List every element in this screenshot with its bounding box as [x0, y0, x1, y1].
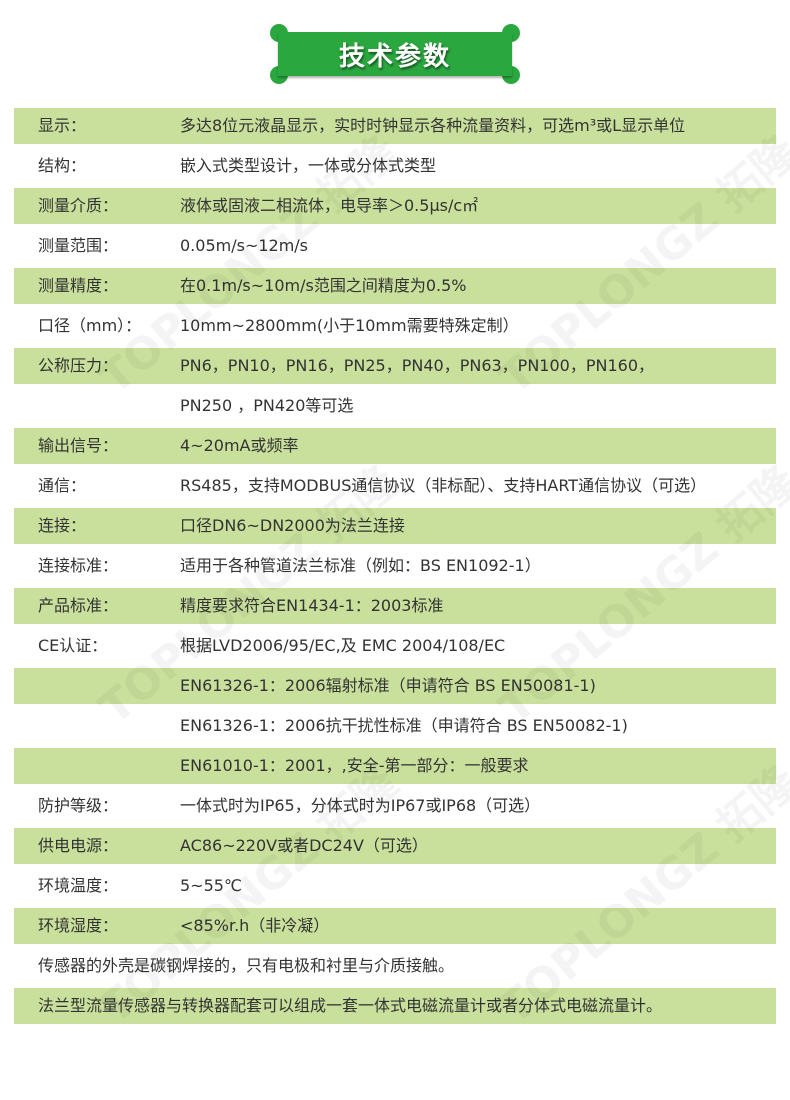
spec-row: EN61326-1：2006辐射标准（申请符合 BS EN50081-1)	[14, 666, 776, 706]
spec-value: 0.05m/s~12m/s	[180, 236, 309, 255]
spec-label: 测量精度：	[38, 276, 119, 295]
spec-value: 口径DN6~DN2000为法兰连接	[180, 516, 405, 535]
spec-row: EN61326-1：2006抗干扰性标准（申请符合 BS EN50082-1)	[14, 706, 776, 746]
spec-label: 环境温度：	[38, 876, 119, 895]
spec-row: 环境温度： 5~55℃	[14, 866, 776, 906]
spec-value: 一体式时为IP65，分体式时为IP67或IP68（可选）	[180, 796, 541, 815]
spec-value: 根据LVD2006/95/EC,及 EMC 2004/108/EC	[180, 636, 506, 655]
spec-value: 精度要求符合EN1434-1：2003标准	[180, 596, 444, 615]
spec-value: <85%r.h（非冷凝）	[180, 916, 330, 935]
spec-value: 10mm~2800mm(小于10mm需要特殊定制）	[180, 316, 519, 335]
spec-label: 连接标准：	[38, 556, 119, 575]
spec-value: RS485，支持MODBUS通信协议（非标配）、支持HART通信协议（可选）	[180, 476, 707, 495]
spec-row: 连接： 口径DN6~DN2000为法兰连接	[14, 506, 776, 546]
spec-value: 5~55℃	[180, 876, 242, 895]
spec-row: 测量范围： 0.05m/s~12m/s	[14, 226, 776, 266]
note-text: 传感器的外壳是碳钢焊接的，只有电极和衬里与介质接触。	[38, 956, 455, 975]
note-row: 法兰型流量传感器与转换器配套可以组成一套一体式电磁流量计或者分体式电磁流量计。	[14, 986, 776, 1026]
spec-value: PN6，PN10，PN16，PN25，PN40，PN63，PN100，PN160…	[180, 356, 654, 375]
spec-row: CE认证： 根据LVD2006/95/EC,及 EMC 2004/108/EC	[14, 626, 776, 666]
page-title: 技术参数	[338, 42, 451, 72]
spec-value: 4~20mA或频率	[180, 436, 299, 455]
spec-row: PN250 ，PN420等可选	[14, 386, 776, 426]
spec-row: EN61010-1：2001，,安全-第一部分：一般要求	[14, 746, 776, 786]
spec-table: 显示： 多达8位元液晶显示，实时时钟显示各种流量资料，可选m³或L显示单位结构： 嵌…	[14, 106, 776, 1026]
spec-label: 输出信号：	[38, 436, 119, 455]
spec-row: 环境湿度： <85%r.h（非冷凝）	[14, 906, 776, 946]
spec-label: 结构：	[38, 156, 87, 175]
spec-label: 测量范围：	[38, 236, 119, 255]
spec-row: 显示： 多达8位元液晶显示，实时时钟显示各种流量资料，可选m³或L显示单位	[14, 106, 776, 146]
spec-value: 液体或固液二相流体，电导率＞0.5μs/c㎡	[180, 196, 479, 215]
banner-bar	[278, 32, 512, 76]
spec-row: 通信： RS485，支持MODBUS通信协议（非标配）、支持HART通信协议（可选…	[14, 466, 776, 506]
spec-label: 口径（mm）：	[38, 316, 142, 335]
spec-label: 通信：	[38, 476, 87, 495]
spec-value: EN61326-1：2006辐射标准（申请符合 BS EN50081-1)	[180, 676, 596, 695]
spec-label: 公称压力：	[38, 356, 119, 375]
spec-label: 环境湿度：	[38, 916, 119, 935]
spec-label: CE认证：	[38, 636, 108, 655]
spec-value: EN61326-1：2006抗干扰性标准（申请符合 BS EN50082-1)	[180, 716, 628, 735]
spec-label: 供电电源：	[38, 836, 119, 855]
spec-label: 防护等级：	[38, 796, 119, 815]
spec-row: 口径（mm）： 10mm~2800mm(小于10mm需要特殊定制）	[14, 306, 776, 346]
spec-label: 产品标准：	[38, 596, 119, 615]
spec-value: 嵌入式类型设计，一体或分体式类型	[180, 156, 437, 175]
spec-value: 多达8位元液晶显示，实时时钟显示各种流量资料，可选m³或L显示单位	[180, 116, 686, 135]
spec-label: 连接：	[38, 516, 87, 535]
spec-label: 测量介质：	[38, 196, 119, 215]
spec-row: 输出信号： 4~20mA或频率	[14, 426, 776, 466]
note-text: 法兰型流量传感器与转换器配套可以组成一套一体式电磁流量计或者分体式电磁流量计。	[38, 996, 663, 1015]
spec-value: 适用于各种管道法兰标准（例如：BS EN1092-1）	[180, 556, 541, 575]
spec-label: 显示：	[38, 116, 87, 135]
spec-row: 测量介质： 液体或固液二相流体，电导率＞0.5μs/c㎡	[14, 186, 776, 226]
section-banner: 技术参数	[268, 24, 522, 84]
spec-value: EN61010-1：2001，,安全-第一部分：一般要求	[180, 756, 529, 775]
spec-row: 结构： 嵌入式类型设计，一体或分体式类型	[14, 146, 776, 186]
note-row: 传感器的外壳是碳钢焊接的，只有电极和衬里与介质接触。	[14, 946, 776, 986]
spec-row: 产品标准： 精度要求符合EN1434-1：2003标准	[14, 586, 776, 626]
spec-row: 供电电源： AC86~220V或者DC24V（可选）	[14, 826, 776, 866]
spec-row: 防护等级： 一体式时为IP65，分体式时为IP67或IP68（可选）	[14, 786, 776, 826]
spec-row: 公称压力： PN6，PN10，PN16，PN25，PN40，PN63，PN100，…	[14, 346, 776, 386]
spec-value: PN250 ，PN420等可选	[180, 396, 354, 415]
spec-row: 测量精度： 在0.1m/s~10m/s范围之间精度为0.5%	[14, 266, 776, 306]
spec-row: 连接标准： 适用于各种管道法兰标准（例如：BS EN1092-1）	[14, 546, 776, 586]
spec-value: 在0.1m/s~10m/s范围之间精度为0.5%	[180, 276, 467, 295]
spec-value: AC86~220V或者DC24V（可选）	[180, 836, 428, 855]
